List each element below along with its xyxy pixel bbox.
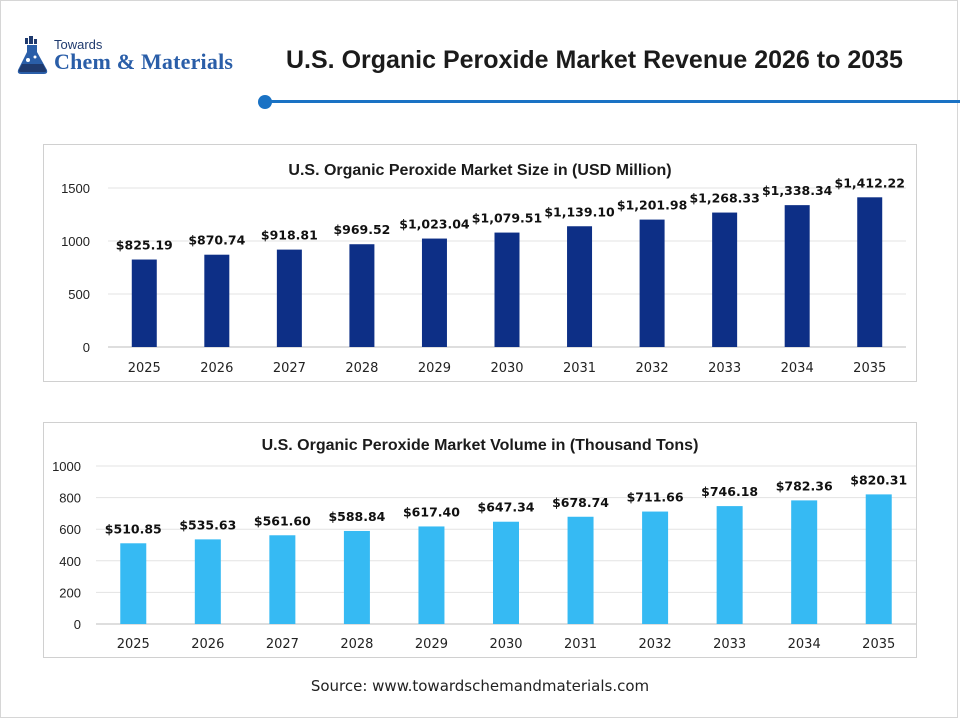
bar-2025 xyxy=(120,543,147,624)
y-tick-label: 1000 xyxy=(52,459,81,474)
bar-2034 xyxy=(784,205,810,347)
x-tick-label-2035: 2035 xyxy=(853,361,886,376)
bar-2028 xyxy=(349,244,375,347)
x-tick-label-2029: 2029 xyxy=(415,637,448,652)
y-tick-label: 400 xyxy=(59,554,81,569)
data-label-2033: $746.18 xyxy=(701,484,758,499)
x-tick-label-2031: 2031 xyxy=(563,361,596,376)
y-tick-label: 200 xyxy=(59,585,81,600)
bar-2026 xyxy=(194,539,221,624)
bar-2028 xyxy=(343,530,370,624)
data-label-2035: $1,412.22 xyxy=(835,175,905,190)
bar-2033 xyxy=(716,506,743,624)
y-tick-label: 800 xyxy=(59,491,81,506)
data-label-2027: $561.60 xyxy=(254,513,311,528)
data-label-2026: $535.63 xyxy=(179,517,236,532)
bar-2025 xyxy=(131,259,157,347)
page-title: U.S. Organic Peroxide Market Revenue 202… xyxy=(286,46,903,74)
x-tick-label-2034: 2034 xyxy=(788,637,821,652)
data-label-2033: $1,268.33 xyxy=(689,191,759,206)
y-tick-label: 500 xyxy=(68,287,90,302)
revenue-bar-chart: 0 500 1000 1500 $825.19 2025 $870.74 2026 $918.8… xyxy=(61,175,906,376)
x-tick-label-2025: 2025 xyxy=(128,361,161,376)
x-tick-label-2033: 2033 xyxy=(713,637,746,652)
x-tick-label-2027: 2027 xyxy=(266,637,299,652)
x-tick-label-2030: 2030 xyxy=(490,361,523,376)
bar-2027 xyxy=(276,249,302,347)
volume-chart-panel: U.S. Organic Peroxide Market Volume in (… xyxy=(43,422,917,658)
revenue-chart-title: U.S. Organic Peroxide Market Size in (US… xyxy=(288,162,672,179)
bar-2033 xyxy=(712,212,738,347)
data-label-2031: $1,139.10 xyxy=(544,204,615,219)
logo-small-text: Towards xyxy=(54,37,103,52)
x-tick-label-2026: 2026 xyxy=(191,637,224,652)
bar-2035 xyxy=(857,197,883,347)
logo-big-text: Chem & Materials xyxy=(54,49,234,74)
data-label-2025: $825.19 xyxy=(116,238,173,253)
data-label-2025: $510.85 xyxy=(105,521,162,536)
bar-2030 xyxy=(493,521,519,624)
data-label-2034: $782.36 xyxy=(776,478,833,493)
x-tick-label-2033: 2033 xyxy=(708,361,741,376)
x-tick-label-2028: 2028 xyxy=(345,361,378,376)
data-label-2032: $711.66 xyxy=(627,490,684,505)
data-label-2028: $969.52 xyxy=(333,222,390,237)
x-tick-label-2025: 2025 xyxy=(117,637,150,652)
data-label-2035: $820.31 xyxy=(850,472,907,487)
title-rule-dot xyxy=(258,95,272,109)
data-label-2026: $870.74 xyxy=(188,233,245,248)
data-label-2028: $588.84 xyxy=(328,509,385,524)
bar-2030 xyxy=(494,232,520,347)
bar-2027 xyxy=(269,535,296,624)
data-label-2034: $1,338.34 xyxy=(762,183,833,198)
flask-icon xyxy=(17,36,48,74)
y-tick-label: 600 xyxy=(59,522,81,537)
data-label-2029: $1,023.04 xyxy=(399,217,470,232)
bar-2029 xyxy=(421,238,447,347)
x-tick-label-2026: 2026 xyxy=(200,361,233,376)
data-label-2032: $1,201.98 xyxy=(617,198,687,213)
bar-2034 xyxy=(791,500,818,624)
x-tick-label-2028: 2028 xyxy=(340,637,373,652)
bar-2026 xyxy=(204,254,230,347)
x-tick-label-2029: 2029 xyxy=(418,361,451,376)
data-label-2029: $617.40 xyxy=(403,504,460,519)
bar-2031 xyxy=(567,226,593,347)
x-tick-label-2027: 2027 xyxy=(273,361,306,376)
x-tick-label-2030: 2030 xyxy=(489,637,522,652)
data-label-2030: $1,079.51 xyxy=(472,211,542,226)
y-tick-label: 1000 xyxy=(61,234,90,249)
y-tick-label: 0 xyxy=(83,340,90,355)
data-label-2030: $647.34 xyxy=(478,500,535,515)
x-tick-label-2035: 2035 xyxy=(862,637,895,652)
bar-2032 xyxy=(639,219,665,347)
bar-2035 xyxy=(865,494,892,624)
volume-bar-chart: 0 200 400 600 800 1000 $510.85 2025 $535.63 2026 $… xyxy=(52,459,916,652)
x-tick-label-2032: 2032 xyxy=(636,361,669,376)
data-label-2031: $678.74 xyxy=(552,495,609,510)
bar-2032 xyxy=(642,511,669,624)
x-tick-label-2031: 2031 xyxy=(564,637,597,652)
bar-2029 xyxy=(418,526,445,624)
source-note: Source: www.towardschemandmaterials.com xyxy=(310,677,650,695)
y-tick-label: 0 xyxy=(74,617,81,632)
bar-2031 xyxy=(567,516,594,624)
x-tick-label-2034: 2034 xyxy=(781,361,814,376)
volume-chart-title: U.S. Organic Peroxide Market Volume in (… xyxy=(261,437,699,454)
y-tick-label: 1500 xyxy=(61,181,90,196)
x-tick-label-2032: 2032 xyxy=(639,637,672,652)
title-rule-line xyxy=(270,100,960,103)
data-label-2027: $918.81 xyxy=(261,228,318,243)
brand-logo: Towards Chem & Materials xyxy=(16,36,266,80)
revenue-chart-panel: U.S. Organic Peroxide Market Size in (US… xyxy=(43,144,917,382)
